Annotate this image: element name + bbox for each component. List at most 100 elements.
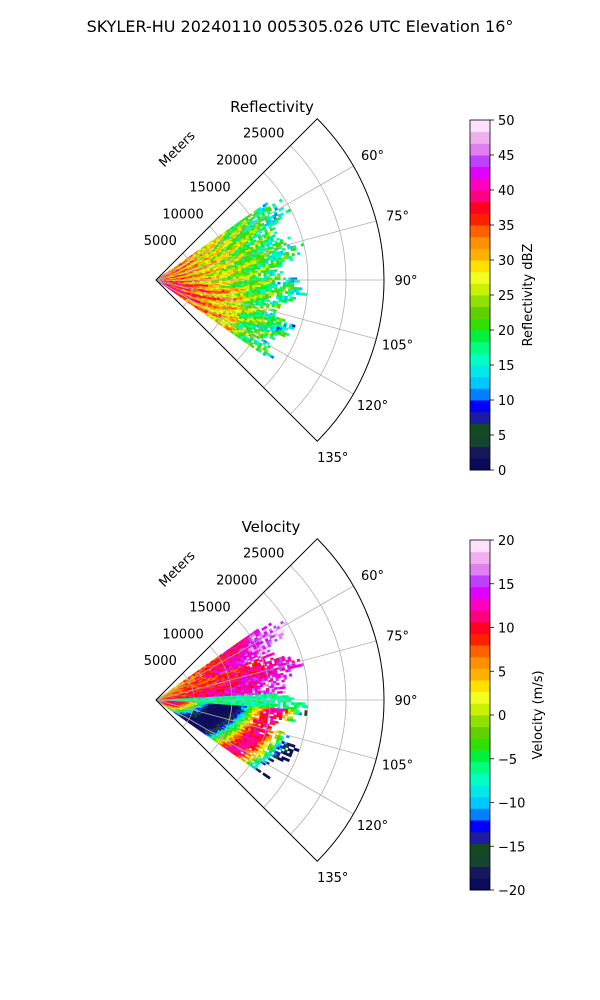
colorbar-segment <box>470 388 490 401</box>
heatmap-cell <box>278 215 283 220</box>
heatmap-cell <box>268 207 273 212</box>
heatmap-cell <box>280 695 284 699</box>
heatmap-cell <box>249 276 253 279</box>
heatmap-cell <box>293 289 297 293</box>
heatmap-cell <box>266 275 270 279</box>
radial-tick-label: 25000 <box>243 127 284 142</box>
angle-tick-label: 135° <box>317 451 348 466</box>
heatmap-cell <box>288 284 292 288</box>
heatmap-cell <box>253 239 257 243</box>
colorbar-tick-label: 10 <box>498 394 515 409</box>
heatmap-cell <box>282 284 287 288</box>
colorbar-tick-label: 25 <box>498 289 515 304</box>
heatmap-cell <box>279 240 284 245</box>
heatmap-cell <box>271 695 276 699</box>
heatmap-cell <box>255 272 259 275</box>
colorbar-segment <box>470 201 490 214</box>
heatmap-cell <box>251 689 256 692</box>
heatmap-cell <box>244 696 248 699</box>
heatmap-cell <box>260 281 264 284</box>
heatmap-cell <box>241 696 245 699</box>
heatmap-cell <box>281 679 285 683</box>
heatmap-cell <box>276 682 280 686</box>
heatmap-cell <box>279 270 284 274</box>
heatmap-cell <box>259 684 264 688</box>
heatmap-cell <box>276 305 281 309</box>
heatmap-cell <box>275 237 280 241</box>
colorbar-segment <box>470 236 490 249</box>
heatmap-cell <box>288 282 292 285</box>
colorbar-segment <box>470 446 490 459</box>
colorbar-segment <box>470 166 490 179</box>
heatmap-cell <box>282 690 286 694</box>
heatmap-cell <box>257 268 261 272</box>
colorbar-tick-label: 30 <box>498 254 515 269</box>
angle-tick-label: 105° <box>382 339 413 354</box>
heatmap-cell <box>273 682 277 686</box>
heatmap-cell <box>263 275 267 279</box>
heatmap-cell <box>279 686 283 690</box>
heatmap-cell <box>263 695 267 699</box>
heatmap-cell <box>279 264 283 268</box>
heatmap-cell <box>277 695 281 699</box>
colorbar-segment <box>470 376 490 389</box>
colorbar-segment <box>470 131 490 144</box>
heatmap-cell <box>265 289 270 293</box>
heatmap-cell <box>290 286 295 290</box>
heatmap-cell <box>289 258 294 262</box>
heatmap-cell <box>296 251 301 256</box>
heatmap-cell <box>273 687 278 690</box>
colorbar-segment <box>470 248 490 261</box>
colorbar-segment <box>470 330 490 343</box>
colorbar-tick-label: 50 <box>498 114 515 129</box>
colorbar-segment <box>470 260 490 273</box>
colorbar-segment <box>470 400 490 413</box>
velocity-panel: 50001000015000200002500060°75°90°105°120… <box>144 518 546 899</box>
colorbar-segment <box>470 341 490 354</box>
colorbar-segment <box>470 365 490 378</box>
heatmap-cell <box>293 287 297 291</box>
heatmap-cell <box>260 694 264 697</box>
colorbar-tick-label: 40 <box>498 184 515 199</box>
colorbar-segment <box>470 353 490 366</box>
heatmap-cell <box>282 282 287 285</box>
heatmap-cell <box>271 234 276 238</box>
heatmap-cell <box>257 696 262 699</box>
radial-tick-label: 15000 <box>189 180 230 195</box>
colorbar-segment <box>470 283 490 296</box>
heatmap-cell <box>281 247 286 252</box>
heatmap-cell <box>292 296 297 300</box>
angle-tick-label: 75° <box>386 209 409 224</box>
heatmap-cell <box>274 695 278 699</box>
heatmap-cell <box>280 212 285 217</box>
radial-tick-label: 20000 <box>216 154 257 169</box>
heatmap-cell <box>266 271 270 275</box>
heatmap-cell <box>274 275 278 279</box>
angle-tick-label: 120° <box>357 399 388 414</box>
colorbar-tick-label: 35 <box>498 219 515 234</box>
colorbar-segment <box>470 178 490 191</box>
heatmap-cell <box>285 332 290 337</box>
heatmap-cell <box>281 259 285 263</box>
heatmap-cell <box>244 276 248 279</box>
heatmap-cell <box>275 678 280 682</box>
heatmap-cell <box>270 657 274 661</box>
reflectivity-title: Reflectivity <box>230 98 314 116</box>
heatmap-cell <box>277 275 281 279</box>
heatmap-cell <box>259 264 264 268</box>
colorbar-segment <box>470 213 490 226</box>
reflectivity-heatmap <box>155 198 308 360</box>
heatmap-cell <box>301 292 305 296</box>
heatmap-cell <box>293 247 297 251</box>
heatmap-cell <box>281 667 286 672</box>
heatmap-cell <box>257 274 262 277</box>
heatmap-cell <box>270 265 275 269</box>
heatmap-cell <box>285 695 289 698</box>
heatmap-cell <box>295 292 300 296</box>
heatmap-cell <box>282 695 287 698</box>
heatmap-cell <box>274 283 278 287</box>
heatmap-cell <box>287 293 291 297</box>
heatmap-cell <box>299 287 303 291</box>
heatmap-cell <box>273 290 278 293</box>
